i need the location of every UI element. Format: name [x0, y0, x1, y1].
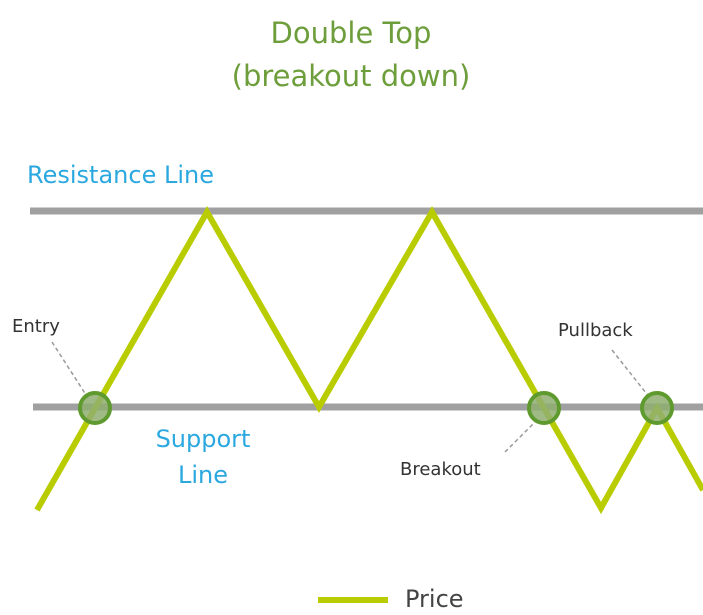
- subtitle: (breakout down): [232, 59, 471, 93]
- entry-marker: [78, 391, 112, 425]
- support-label: Line: [178, 461, 228, 489]
- pullback-leader: [611, 349, 651, 399]
- markers: [78, 391, 674, 425]
- pullback-label: Pullback: [558, 320, 633, 341]
- breakout-leader: [504, 421, 536, 453]
- support-label: Support: [156, 425, 251, 453]
- entry-leader: [51, 341, 89, 399]
- title: Double Top: [271, 16, 432, 50]
- breakout-label: Breakout: [400, 459, 481, 480]
- price-line: [34, 205, 703, 515]
- breakout-marker: [527, 391, 561, 425]
- pullback-marker: [640, 391, 674, 425]
- leaders: [51, 341, 651, 453]
- resistance-label: Resistance Line: [27, 161, 214, 189]
- entry-label: Entry: [12, 316, 60, 337]
- legend-label: Price: [405, 585, 464, 613]
